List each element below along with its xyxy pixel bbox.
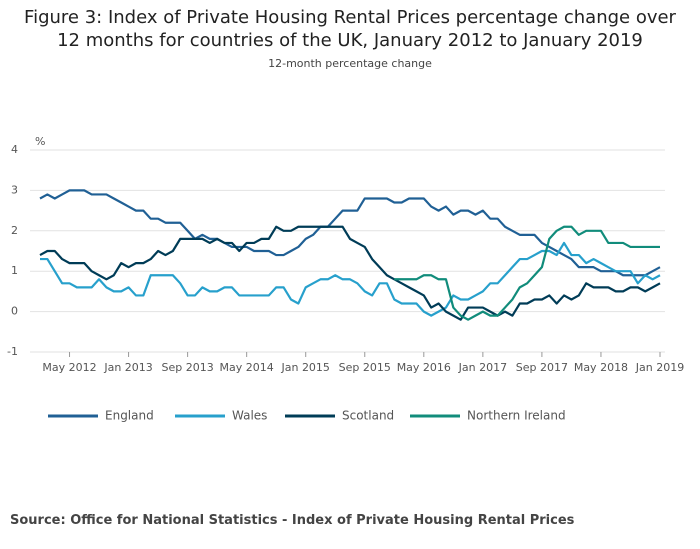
legend-label: Northern Ireland bbox=[467, 409, 566, 423]
x-tick-label: May 2012 bbox=[42, 361, 96, 374]
x-tick-label: May 2014 bbox=[220, 361, 274, 374]
x-tick-label: Sep 2015 bbox=[339, 361, 391, 374]
y-tick-label: 2 bbox=[11, 224, 18, 237]
x-tick-label: Jan 2015 bbox=[280, 361, 329, 374]
legend-label: Scotland bbox=[342, 409, 394, 423]
x-tick-label: Sep 2013 bbox=[162, 361, 214, 374]
chart-subtitle: 12-month percentage change bbox=[268, 57, 432, 70]
series-line bbox=[39, 225, 661, 321]
x-tick-label: Jan 2017 bbox=[458, 361, 507, 374]
x-tick-label: May 2018 bbox=[574, 361, 628, 374]
series-line bbox=[394, 225, 660, 321]
y-tick-label: 0 bbox=[11, 305, 18, 318]
x-tick-label: May 2016 bbox=[397, 361, 451, 374]
x-tick-label: Sep 2017 bbox=[516, 361, 568, 374]
x-tick-label: Jan 2019 bbox=[635, 361, 684, 374]
series-line bbox=[40, 241, 661, 317]
y-axis-label: % bbox=[35, 135, 45, 148]
y-tick-label: 1 bbox=[11, 264, 18, 277]
y-tick-label: 3 bbox=[11, 183, 18, 196]
chart-title: Figure 3: Index of Private Housing Renta… bbox=[24, 7, 676, 51]
legend-label: Wales bbox=[232, 409, 267, 423]
series-line bbox=[39, 189, 661, 277]
y-tick-label: -1 bbox=[7, 345, 18, 358]
legend-label: England bbox=[105, 409, 154, 423]
y-tick-label: 4 bbox=[11, 143, 18, 156]
source-note: Source: Office for National Statistics -… bbox=[10, 513, 575, 528]
x-tick-label: Jan 2013 bbox=[103, 361, 152, 374]
